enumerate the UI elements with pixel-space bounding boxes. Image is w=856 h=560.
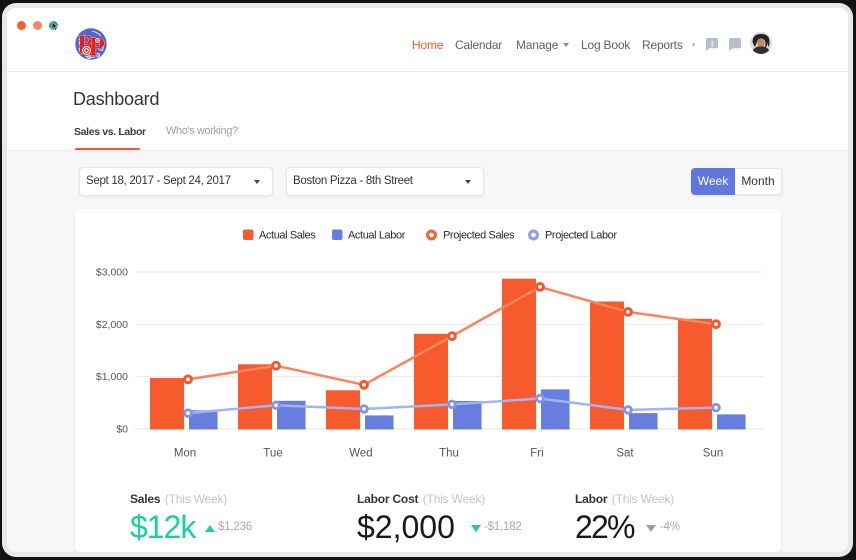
svg-text:Tue: Tue (263, 448, 282, 460)
svg-text:Fri: Fri (530, 448, 543, 460)
svg-text:Mon: Mon (174, 448, 196, 460)
svg-text:Sat: Sat (616, 448, 634, 460)
svg-text:Projected Labor: Projected Labor (545, 230, 617, 242)
svg-text:Projected Sales: Projected Sales (443, 230, 515, 242)
svg-text:Wed: Wed (349, 448, 372, 460)
svg-text:$3,000: $3,000 (96, 267, 128, 279)
svg-text:Actual Sales: Actual Sales (259, 230, 316, 242)
svg-text:Sun: Sun (703, 448, 723, 460)
svg-text:Actual Labor: Actual Labor (348, 230, 406, 242)
svg-text:$1,000: $1,000 (96, 371, 128, 383)
svg-text:Thu: Thu (439, 448, 459, 460)
svg-text:$2,000: $2,000 (96, 319, 128, 331)
svg-text:P: P (89, 33, 105, 61)
svg-text:!: ! (711, 39, 714, 49)
svg-text:$0: $0 (116, 423, 128, 435)
